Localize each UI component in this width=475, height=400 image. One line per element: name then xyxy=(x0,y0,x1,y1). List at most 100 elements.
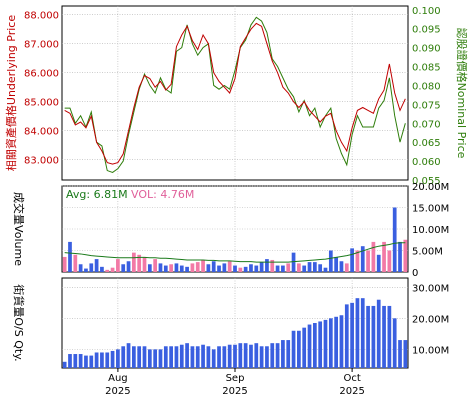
right-tick-label: 0.100 xyxy=(412,6,441,17)
qty-bar xyxy=(142,346,147,368)
right-tick-label: 0.055 xyxy=(412,176,441,187)
volume-bar xyxy=(89,263,94,272)
volume-bar xyxy=(259,262,264,272)
qty-bar xyxy=(376,299,381,368)
left-tick-label: 83.000 xyxy=(24,156,59,167)
volume-bar xyxy=(302,265,307,272)
qty-bar xyxy=(217,346,221,368)
volume-bar xyxy=(392,207,397,272)
volume-bar xyxy=(73,254,78,272)
right-tick-label: 0.060 xyxy=(412,157,441,168)
left-tick-label: 88.000 xyxy=(24,11,59,22)
volume-bar xyxy=(297,263,301,272)
volume-bar xyxy=(105,269,110,272)
qty-bar xyxy=(100,352,104,368)
qty-bar xyxy=(312,323,317,368)
qty-bar xyxy=(179,344,184,368)
volume-vol-legend: VOL: 4.76M xyxy=(131,188,194,201)
qty-bar xyxy=(174,346,179,368)
qty-bar xyxy=(249,344,253,368)
volume-bar xyxy=(94,259,99,272)
qty-bar xyxy=(227,344,232,368)
right-axis-ticks: 0.055 0.060 0.065 0.070 0.075 0.080 0.085 0.090… xyxy=(412,6,441,187)
left-axis-label: 相關資產價格Underlying Price xyxy=(4,15,18,171)
qty-bar xyxy=(243,343,248,368)
volume-bar xyxy=(376,254,381,272)
qty-bar xyxy=(403,340,408,368)
volume-bar xyxy=(169,264,173,272)
volume-bar xyxy=(366,250,370,272)
qty-bar xyxy=(84,355,88,368)
qty-bar xyxy=(137,346,142,368)
volume-bar xyxy=(360,246,365,272)
volume-bar xyxy=(323,267,328,272)
qty-axis-ticks: 10.00M 20.00M 30.00M xyxy=(412,283,449,356)
right-tick-label: 0.080 xyxy=(412,81,441,92)
qty-bar xyxy=(366,305,370,368)
qty-bar xyxy=(297,330,301,368)
volume-bar xyxy=(387,250,392,272)
volume-bar xyxy=(217,265,221,272)
volume-bar xyxy=(318,264,323,272)
qty-bar xyxy=(105,352,110,368)
qty-bar xyxy=(153,349,158,368)
qty-bar xyxy=(307,324,312,368)
volume-bar xyxy=(371,241,376,272)
underlying-price-line xyxy=(64,22,406,165)
qty-bar xyxy=(344,304,349,368)
x-tick-year: 2025 xyxy=(222,386,247,397)
volume-bar xyxy=(147,264,152,272)
volume-bar xyxy=(238,267,243,272)
volume-bar xyxy=(126,261,131,272)
qty-bar xyxy=(323,319,328,368)
volume-bar xyxy=(100,266,104,272)
right-tick-label: 0.085 xyxy=(412,63,441,74)
qty-axis-label: 街貨量O/S Qty. xyxy=(12,284,26,361)
volume-bar xyxy=(84,268,88,272)
volume-tick-label: 15.00M xyxy=(412,204,449,215)
qty-bar xyxy=(265,346,269,368)
volume-bar xyxy=(163,265,168,272)
qty-bar xyxy=(206,346,211,368)
qty-bar xyxy=(398,340,402,368)
qty-bar xyxy=(110,350,115,368)
right-tick-label: 0.090 xyxy=(412,44,441,55)
volume-bar xyxy=(131,252,136,272)
volume-bar xyxy=(403,239,408,272)
qty-bars xyxy=(62,298,408,368)
volume-axis-label: 成交量Volume xyxy=(12,192,26,266)
volume-bar xyxy=(179,265,184,272)
volume-bar xyxy=(398,241,402,272)
volume-bar xyxy=(142,256,147,272)
qty-bar xyxy=(382,305,386,368)
qty-bar xyxy=(355,298,360,368)
volume-bar xyxy=(270,259,275,272)
left-tick-label: 86.000 xyxy=(24,69,59,80)
volume-bar xyxy=(174,263,179,272)
left-tick-label: 85.000 xyxy=(24,98,59,109)
nominal-price-line xyxy=(64,16,406,173)
qty-bar xyxy=(281,340,285,368)
volume-bar xyxy=(222,263,227,272)
qty-bar xyxy=(334,316,339,368)
volume-bar xyxy=(195,262,200,272)
volume-axis-ticks: 0 5.00M 10.00M 15.00M 20.00M xyxy=(412,182,449,279)
volume-bar xyxy=(350,248,354,272)
volume-tick-label: 5.00M xyxy=(412,247,443,258)
volume-bar xyxy=(121,264,126,272)
x-tick-month: Oct xyxy=(343,373,360,384)
qty-tick-label: 30.00M xyxy=(412,283,449,294)
right-tick-label: 0.075 xyxy=(412,100,441,111)
volume-bars xyxy=(62,207,408,272)
qty-bar xyxy=(318,321,323,368)
qty-bar xyxy=(73,354,78,368)
qty-bar xyxy=(328,318,333,368)
qty-bar xyxy=(211,349,216,368)
qty-bar xyxy=(195,346,200,368)
volume-bar xyxy=(291,252,296,272)
qty-bar xyxy=(392,318,397,368)
volume-bar xyxy=(62,256,67,272)
volume-bar xyxy=(307,262,312,272)
volume-bar xyxy=(339,261,344,272)
x-tick-year: 2025 xyxy=(339,386,364,397)
